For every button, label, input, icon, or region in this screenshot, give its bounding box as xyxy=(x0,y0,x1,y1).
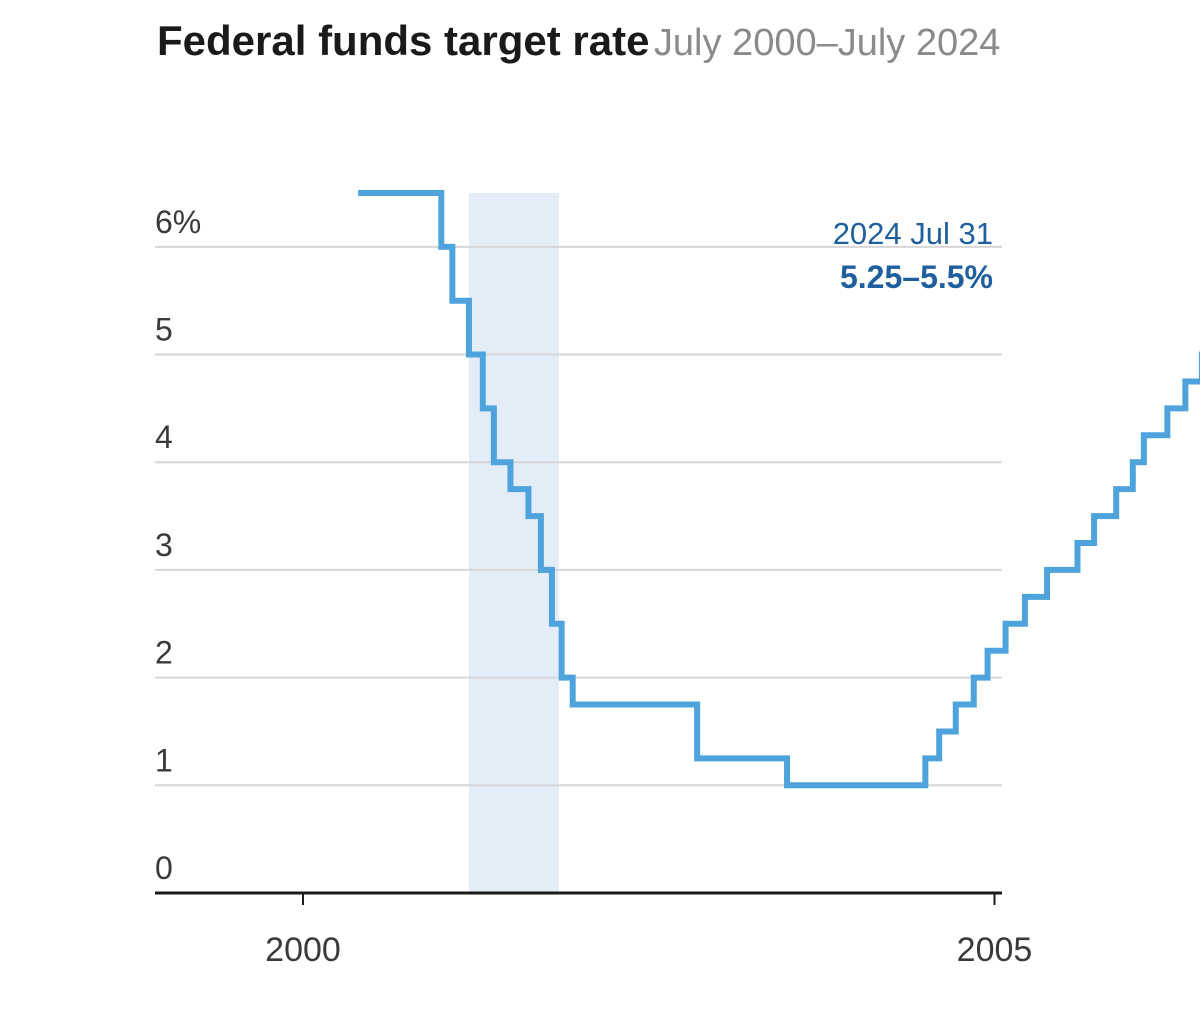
x-tick-label-2005: 2005 xyxy=(957,931,1033,969)
y-tick-labels: 0 1 2 3 4 5 6% xyxy=(155,204,201,886)
x-tick-label-2000: 2000 xyxy=(265,931,341,969)
annotation-date: 2024 Jul 31 xyxy=(833,216,993,251)
y-tick-label-3: 3 xyxy=(155,527,173,563)
annotation-group: 2024 Jul 31 5.25–5.5% xyxy=(833,216,993,295)
x-tick-marks-and-labels: 200020052010201520202025 xyxy=(265,893,1033,969)
chart-title-block: Federal funds target rate July 2000–July… xyxy=(157,10,1037,82)
series-line-0 xyxy=(358,190,1200,789)
y-tick-label-1: 1 xyxy=(155,742,173,778)
y-tick-label-4: 4 xyxy=(155,419,173,455)
chart-subtitle: July 2000–July 2024 xyxy=(653,22,1001,64)
recession-band-0 xyxy=(468,193,559,893)
annotation-value: 5.25–5.5% xyxy=(840,259,993,295)
y-tick-label-0: 0 xyxy=(155,850,173,886)
y-tick-label-2: 2 xyxy=(155,635,173,671)
series-group xyxy=(358,190,1200,789)
y-tick-label-6: 6% xyxy=(155,204,201,240)
y-tick-label-5: 5 xyxy=(155,312,173,348)
chart-title: Federal funds target rate xyxy=(157,17,650,64)
